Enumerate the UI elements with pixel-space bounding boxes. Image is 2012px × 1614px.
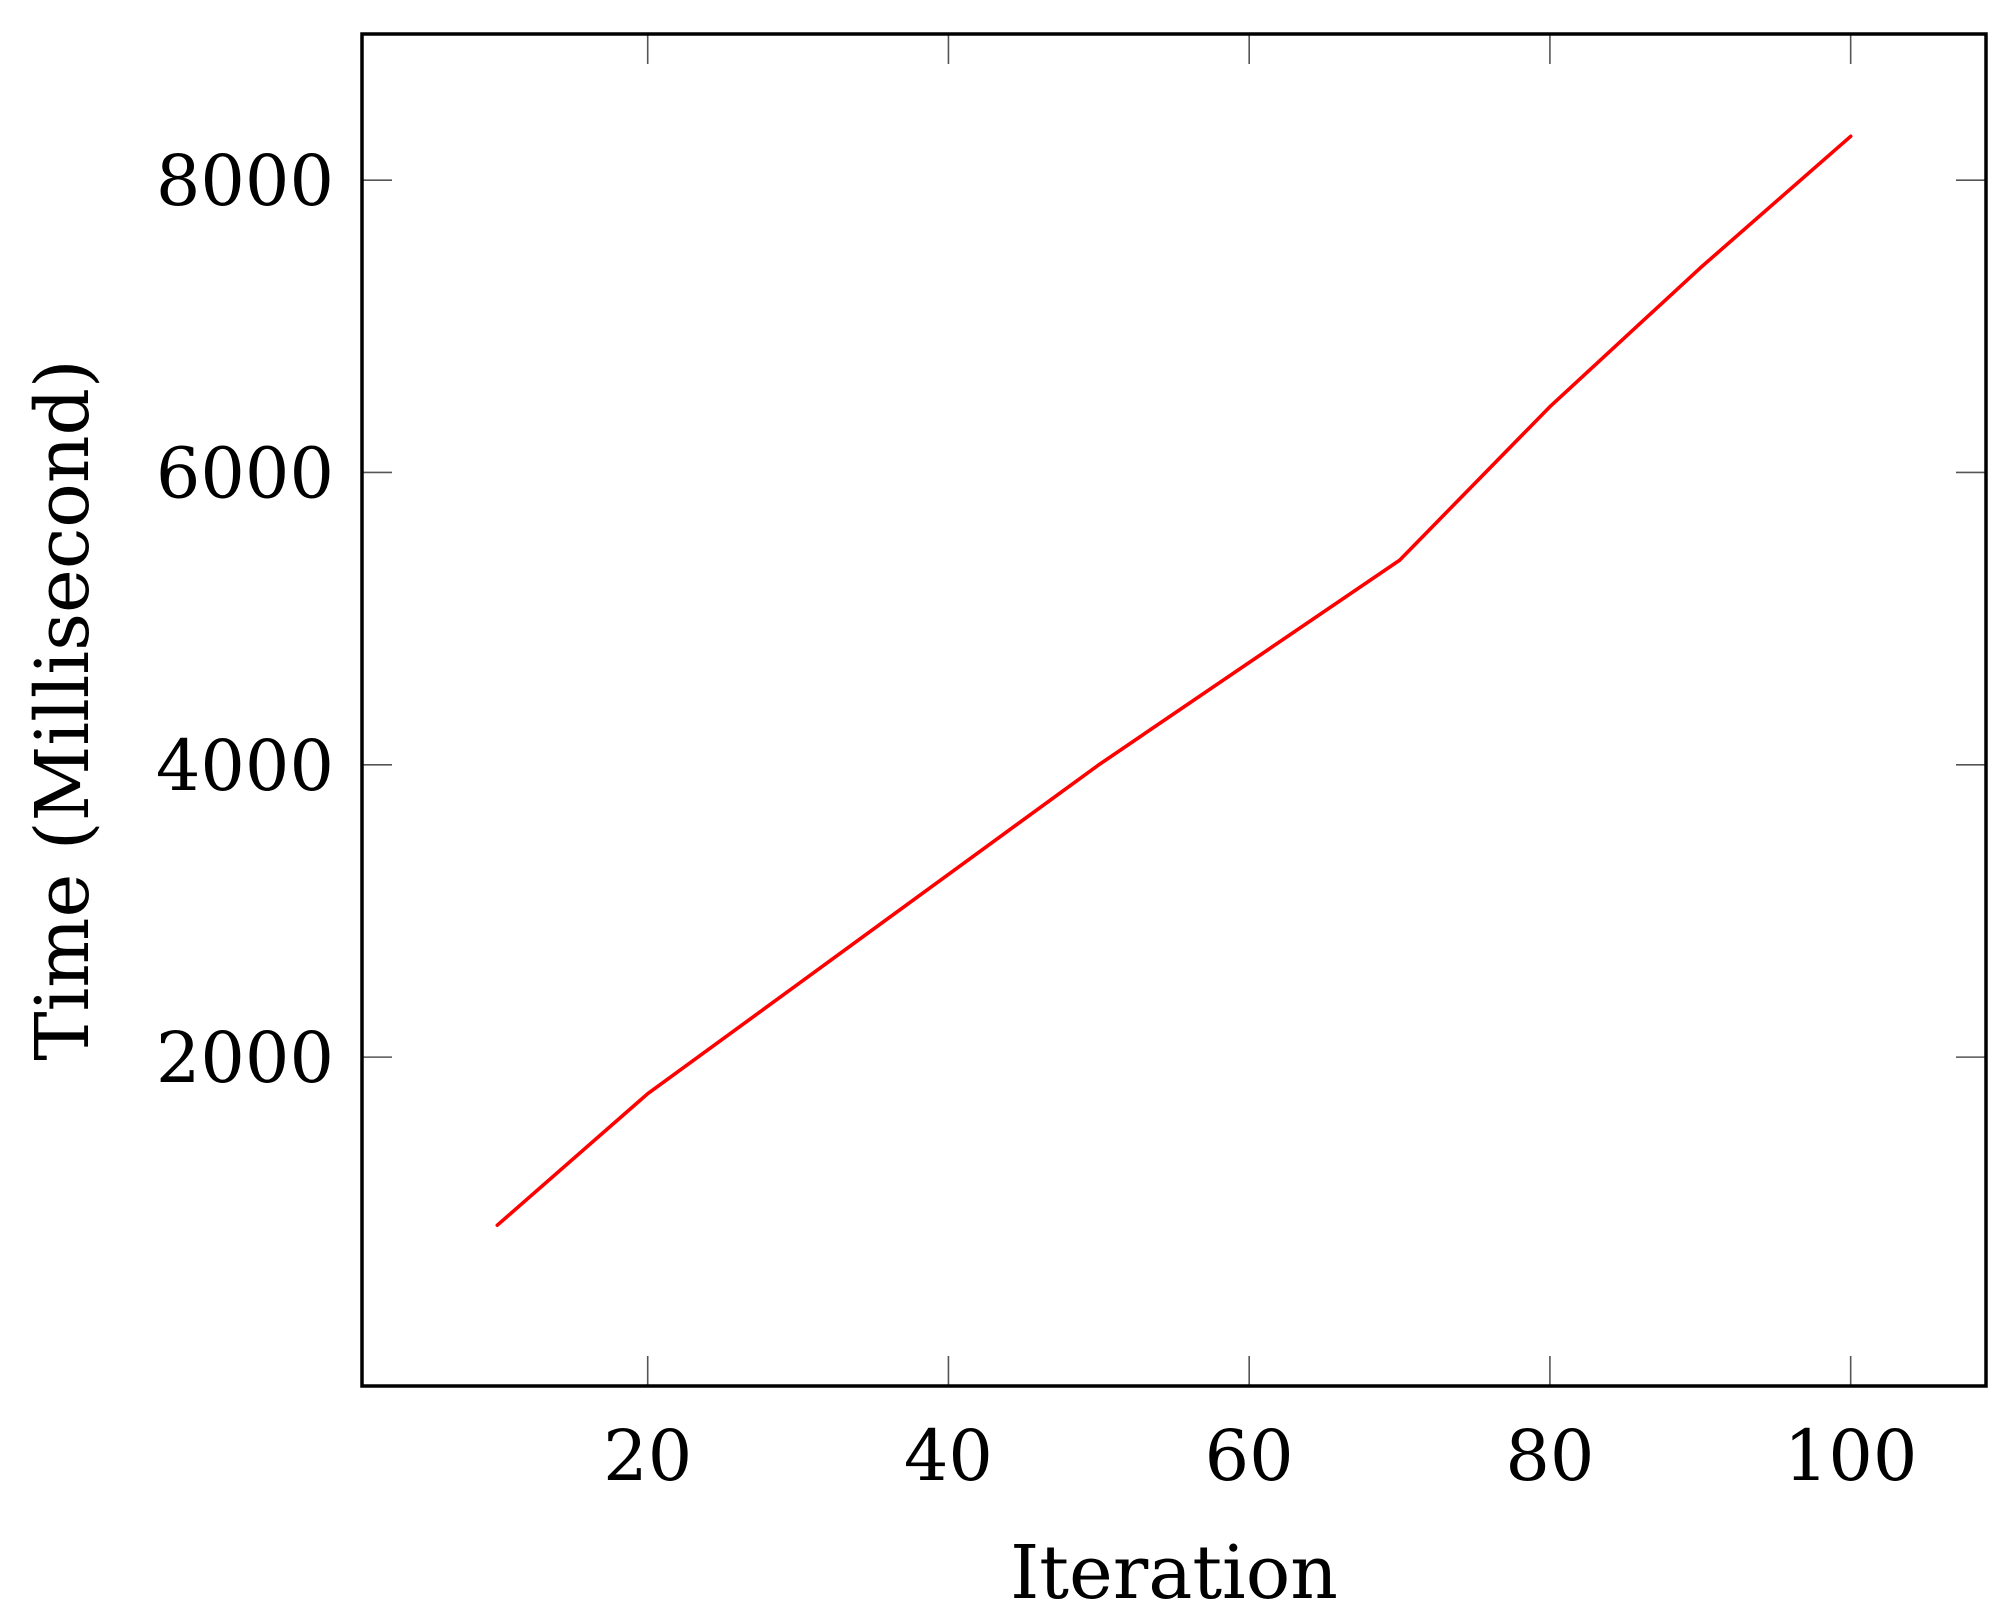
x-tick-label: 60 [1205,1415,1294,1497]
x-tick-label: 80 [1505,1415,1594,1497]
series-line-0 [495,134,1853,1227]
tick-labels: 20 40 60 80 100 2000 4000 6000 8000 [156,140,1918,1497]
y-tick-label: 2000 [156,1017,334,1099]
plot-series [495,134,1853,1227]
x-tick-label: 40 [904,1415,993,1497]
y-tick-label: 6000 [156,432,334,514]
plot-frame [360,32,1988,1388]
y-tick-label: 8000 [156,140,334,222]
axis-ticks [362,34,1986,1386]
x-tick-label: 100 [1784,1415,1918,1497]
x-axis-label: Iteration [1010,1530,1338,1614]
y-tick-label: 4000 [156,725,334,807]
y-axis-label: Time (Millisecond) [20,359,106,1060]
x-tick-label: 20 [603,1415,692,1497]
